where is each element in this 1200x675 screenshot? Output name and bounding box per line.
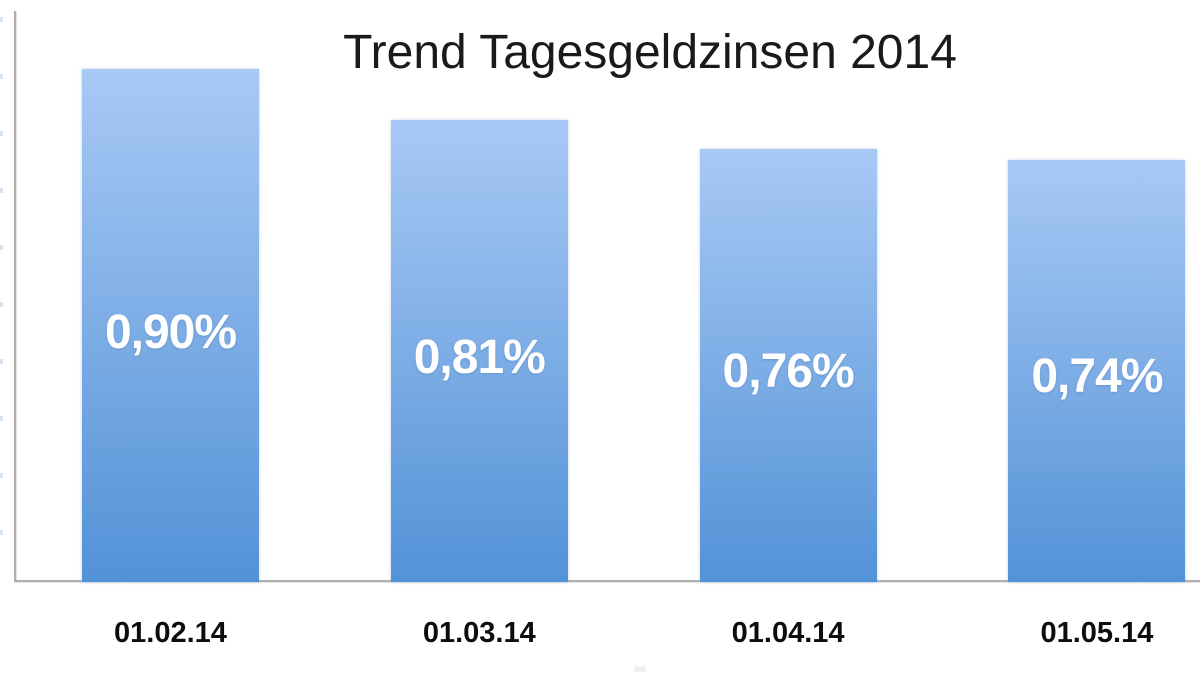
bar [82, 69, 259, 582]
y-axis-tick-remnant [0, 416, 3, 421]
chart-title: Trend Tagesgeldzinsen 2014 [343, 26, 957, 79]
bar [699, 148, 877, 582]
y-axis-tick-remnant [0, 530, 3, 535]
x-axis-category-label: 01.02.14 [114, 617, 227, 649]
bar-value-label: 0,76% [722, 344, 855, 398]
bar-value-label: 0,81% [413, 331, 546, 385]
legend-remnant [634, 666, 646, 672]
y-axis-tick-remnant [0, 131, 3, 136]
y-axis-tick-remnant [0, 359, 3, 364]
bar-value-label: 0,74% [1031, 350, 1163, 404]
bar [390, 120, 568, 582]
x-axis-line [14, 580, 1200, 582]
y-axis-tick-remnant [0, 473, 3, 478]
y-axis-tick-remnant [0, 302, 3, 307]
bar-value-label: 0,90% [104, 306, 237, 360]
x-axis-category-label: 01.04.14 [731, 617, 845, 649]
y-axis-tick-remnant [0, 74, 3, 79]
bar [1008, 160, 1186, 582]
x-axis-category-label: 01.05.14 [1040, 617, 1154, 649]
y-axis-tick-remnant [0, 188, 3, 193]
y-axis-line [14, 11, 16, 582]
x-axis-category-label: 01.03.14 [422, 617, 536, 649]
y-axis-tick-remnant [0, 17, 3, 22]
y-axis-tick-remnant [0, 245, 3, 250]
